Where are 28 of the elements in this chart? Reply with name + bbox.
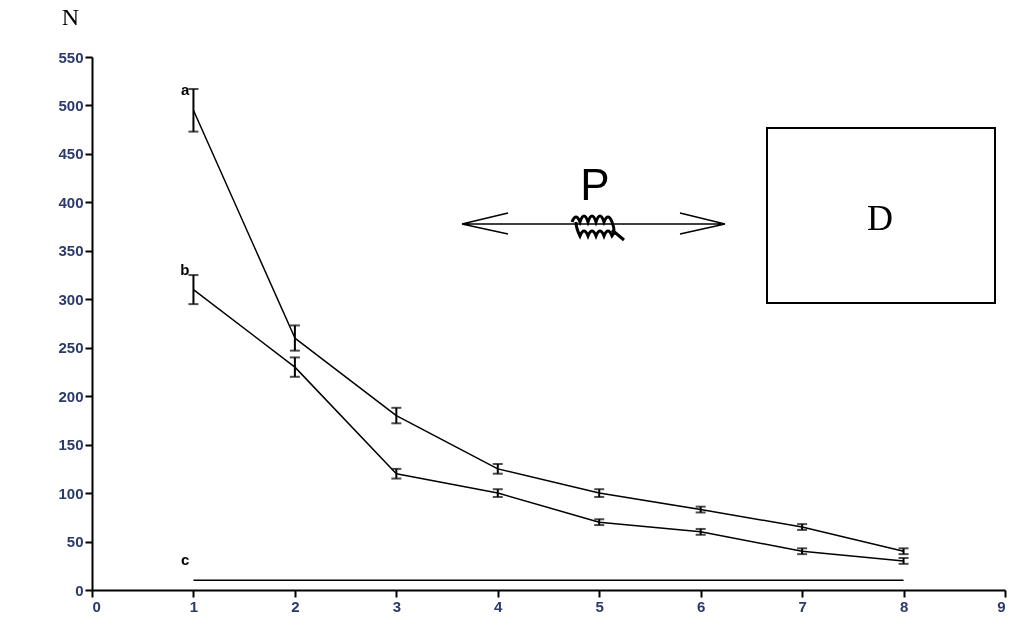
x-tick-label: 3 — [392, 597, 402, 615]
y-axis-title: N — [61, 3, 80, 30]
x-tick-label: 2 — [291, 597, 300, 615]
y-tick-label: 100 — [58, 484, 84, 502]
series-label: a — [181, 81, 191, 99]
y-tick-label: 550 — [58, 48, 84, 66]
annotation: P — [580, 160, 610, 209]
y-tick-label: 250 — [58, 339, 84, 357]
x-tick-label: 6 — [696, 597, 706, 615]
y-tick-label: 450 — [58, 145, 84, 163]
x-tick-label: 8 — [899, 597, 909, 615]
y-tick-label: 0 — [75, 581, 84, 599]
y-tick-label: 350 — [58, 242, 84, 260]
y-tick-label: 50 — [66, 533, 84, 551]
y-tick-label: 300 — [58, 290, 84, 308]
x-tick-label: 9 — [997, 597, 1006, 615]
x-tick-label: 7 — [798, 597, 807, 615]
x-tick-label: 0 — [92, 597, 101, 615]
annotation: D — [867, 198, 893, 238]
y-tick-label: 500 — [58, 96, 84, 114]
y-tick-label: 150 — [58, 436, 84, 454]
x-tick-label: 5 — [595, 597, 604, 615]
x-tick-label: 4 — [494, 597, 504, 615]
y-tick-label: 200 — [58, 387, 84, 405]
series-label: c — [181, 551, 190, 569]
x-tick-label: 1 — [189, 597, 199, 615]
series-label: b — [180, 260, 190, 278]
y-tick-label: 400 — [58, 193, 84, 211]
